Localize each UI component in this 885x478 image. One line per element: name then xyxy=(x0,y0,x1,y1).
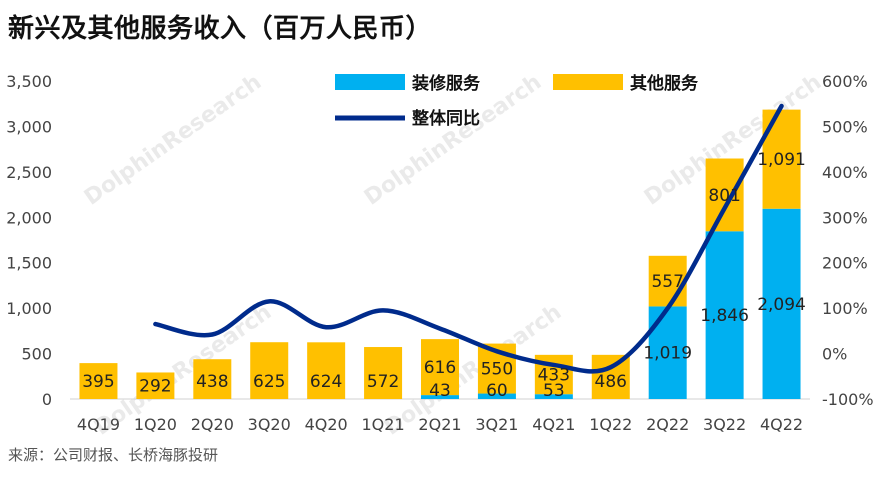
right-axis-tick-label: 500% xyxy=(822,117,868,136)
data-label-renovation: 60 xyxy=(486,381,508,401)
x-axis-tick-label: 4Q22 xyxy=(760,415,803,434)
x-axis-tick-label: 3Q21 xyxy=(475,415,518,434)
legend-label-yoy: 整体同比 xyxy=(412,108,480,129)
right-axis-tick-label: 400% xyxy=(822,163,868,182)
left-axis-tick-label: 500 xyxy=(21,345,52,364)
data-label-renovation: 53 xyxy=(543,381,565,401)
right-axis-tick-label: 200% xyxy=(822,254,868,273)
chart-title: 新兴及其他服务收入（百万人民币） xyxy=(8,14,433,44)
legend-swatch-renovation xyxy=(335,74,405,90)
x-axis-tick-label: 2Q20 xyxy=(191,415,234,434)
data-label-other: 625 xyxy=(253,372,285,392)
data-label-renovation: 2,094 xyxy=(757,295,806,315)
data-label-other: 395 xyxy=(82,372,114,392)
data-label-other: 433 xyxy=(538,366,570,386)
x-axis-tick-label: 1Q21 xyxy=(362,415,405,434)
x-axis-tick-label: 2Q21 xyxy=(418,415,461,434)
bar-segment-other xyxy=(421,339,459,396)
data-label-renovation: 1,019 xyxy=(643,344,692,364)
x-axis-tick-label: 3Q20 xyxy=(248,415,291,434)
bar-segment-other xyxy=(648,255,687,307)
bar-segment-renovation xyxy=(421,395,459,399)
data-label-other: 801 xyxy=(708,186,740,206)
data-label-other: 624 xyxy=(310,372,342,392)
bar-segment-other xyxy=(364,347,403,399)
bar-segment-other xyxy=(250,342,289,399)
left-axis-tick-label: 3,000 xyxy=(6,117,52,136)
right-axis-tick-label: 100% xyxy=(822,299,868,318)
right-axis-tick-label: 0% xyxy=(822,345,847,364)
bar-segment-other xyxy=(79,363,118,399)
left-axis-tick-label: 1,000 xyxy=(6,299,52,318)
x-axis-tick-label: 4Q21 xyxy=(532,415,575,434)
left-axis-tick-label: 2,500 xyxy=(6,163,52,182)
data-label-other: 486 xyxy=(595,372,627,392)
data-label-other: 550 xyxy=(481,360,513,380)
data-label-other: 1,091 xyxy=(757,150,806,170)
bar-segment-other xyxy=(193,359,232,399)
x-axis-tick-label: 4Q19 xyxy=(77,415,120,434)
data-label-other: 557 xyxy=(651,272,683,292)
bar-segment-renovation xyxy=(705,231,744,399)
legend-swatch-other xyxy=(553,74,623,90)
data-label-other: 438 xyxy=(196,372,228,392)
right-axis-tick-label: 600% xyxy=(822,72,868,91)
data-label-renovation: 1,846 xyxy=(700,306,749,326)
right-axis-tick-label: 300% xyxy=(822,208,868,227)
source-note: 来源：公司财报、长桥海豚投研 xyxy=(8,446,219,464)
chart-area: 0 500 1,000 1,500 2,000 2,500 3,000 3,500 -100% 0… xyxy=(6,72,874,434)
x-axis-tick-label: 3Q22 xyxy=(703,415,746,434)
bar-segment-other xyxy=(591,354,630,399)
bar-segment-renovation xyxy=(534,394,573,399)
x-axis-tick-label: 2Q22 xyxy=(646,415,689,434)
bar-segment-other xyxy=(307,342,346,399)
x-axis-tick-label: 1Q20 xyxy=(134,415,177,434)
left-axis-tick-label: 0 xyxy=(42,390,52,409)
data-label-other: 572 xyxy=(367,372,399,392)
legend-label-other: 其他服务 xyxy=(630,73,699,94)
bar-segment-renovation xyxy=(762,208,801,399)
bar-segment-other xyxy=(136,372,175,399)
x-axis-tick-label: 1Q22 xyxy=(589,415,632,434)
bar-segment-renovation xyxy=(477,393,516,399)
data-label-renovation: 43 xyxy=(429,381,451,401)
left-axis-tick-label: 2,000 xyxy=(6,208,52,227)
left-axis-tick-label: 1,500 xyxy=(6,254,52,273)
x-axis-tick-label: 4Q20 xyxy=(305,415,348,434)
legend-label-renovation: 装修服务 xyxy=(411,73,481,94)
yoy-growth-line xyxy=(153,103,784,374)
bar-segment-other xyxy=(705,158,744,232)
left-axis-tick-label: 3,500 xyxy=(6,72,52,91)
data-label-other: 616 xyxy=(424,358,456,378)
data-label-other: 292 xyxy=(139,377,171,397)
right-axis-tick-label: -100% xyxy=(822,390,874,409)
